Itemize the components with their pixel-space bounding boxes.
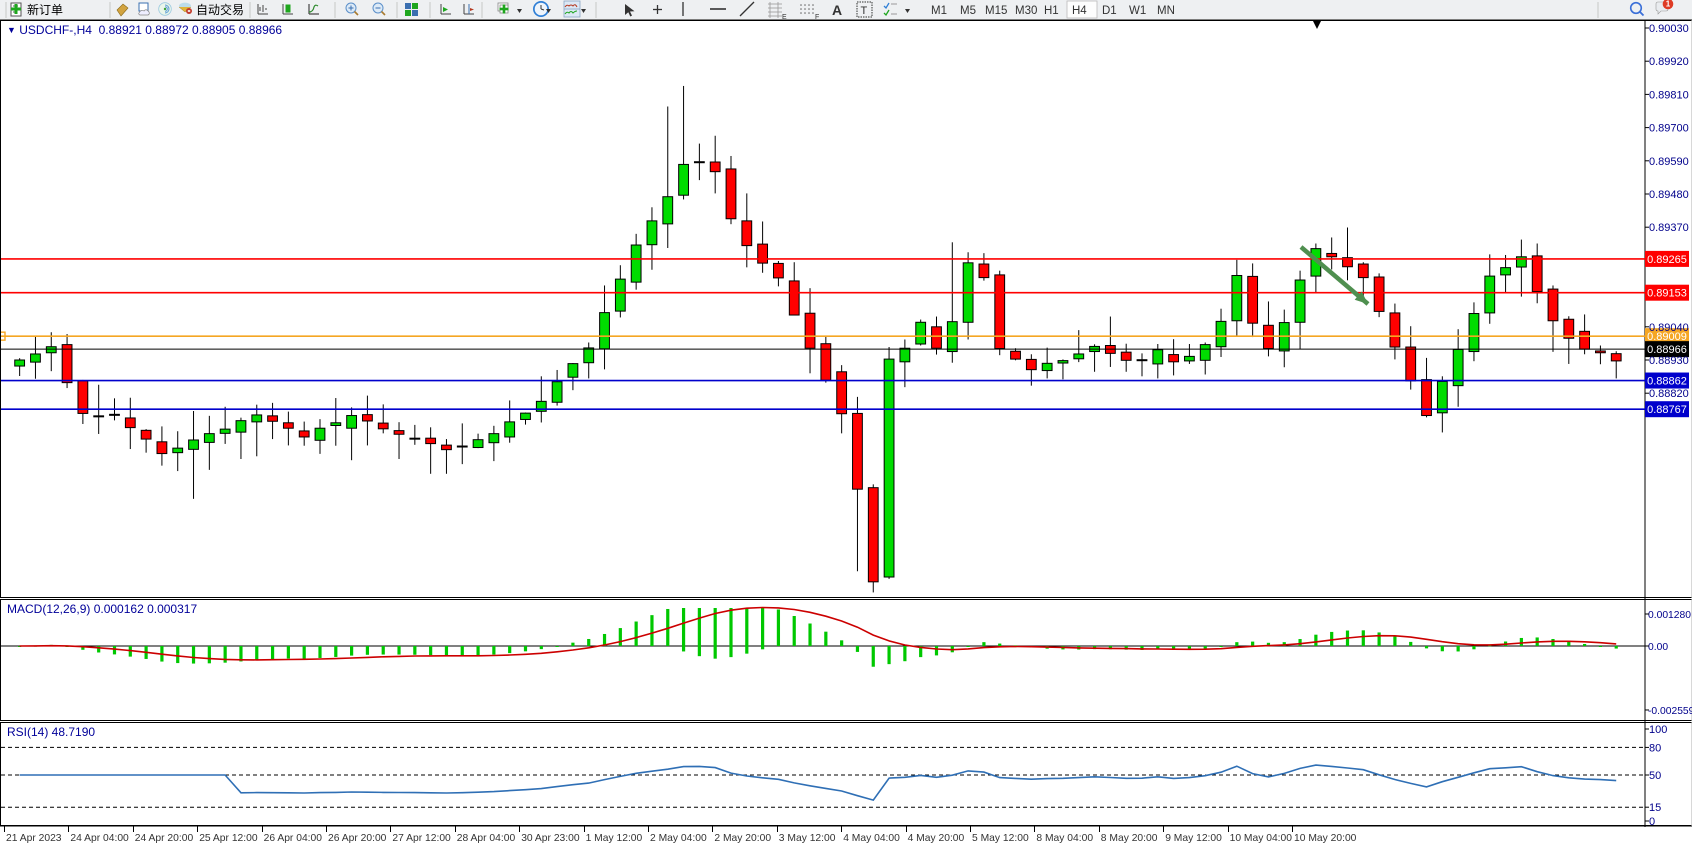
svg-text:0.89153: 0.89153 [1647, 288, 1687, 300]
svg-text:0.00: 0.00 [1648, 642, 1668, 653]
svg-text:0.89590: 0.89590 [1649, 156, 1689, 168]
svg-text:0.88767: 0.88767 [1647, 404, 1687, 416]
svg-text:M5: M5 [960, 5, 976, 17]
svg-text:0.89810: 0.89810 [1649, 89, 1689, 101]
svg-text:新订单: 新订单 [27, 2, 63, 17]
svg-text:100: 100 [1649, 724, 1667, 736]
svg-text:0.88862: 0.88862 [1647, 376, 1687, 388]
svg-text:M15: M15 [985, 5, 1007, 17]
svg-text:M1: M1 [931, 5, 947, 17]
svg-text:0.89265: 0.89265 [1647, 254, 1687, 266]
svg-text:0.89920: 0.89920 [1649, 56, 1689, 68]
svg-text:0.89040: 0.89040 [1649, 322, 1689, 334]
svg-text:T: T [861, 5, 868, 17]
svg-text:H4: H4 [1072, 5, 1087, 17]
svg-text:50: 50 [1649, 770, 1661, 782]
svg-text:80: 80 [1649, 742, 1661, 754]
svg-text:W1: W1 [1129, 5, 1146, 17]
svg-text:0.88820: 0.88820 [1649, 388, 1689, 400]
svg-text:0.89700: 0.89700 [1649, 123, 1689, 135]
svg-text:A: A [832, 2, 842, 18]
svg-text:-0.002559: -0.002559 [1648, 706, 1692, 717]
svg-text:自动交易: 自动交易 [196, 2, 244, 17]
svg-text:0.001280: 0.001280 [1648, 610, 1691, 621]
svg-text:0.88930: 0.88930 [1649, 355, 1689, 367]
svg-text:MN: MN [1157, 5, 1175, 17]
svg-text:0.89480: 0.89480 [1649, 189, 1689, 201]
svg-text:15: 15 [1649, 802, 1661, 814]
svg-text:H1: H1 [1044, 5, 1059, 17]
svg-text:D1: D1 [1102, 5, 1117, 17]
svg-text:0.89370: 0.89370 [1649, 222, 1689, 234]
svg-text:M30: M30 [1015, 5, 1037, 17]
svg-text:0.90030: 0.90030 [1649, 23, 1689, 35]
svg-text:1: 1 [1666, 0, 1671, 9]
